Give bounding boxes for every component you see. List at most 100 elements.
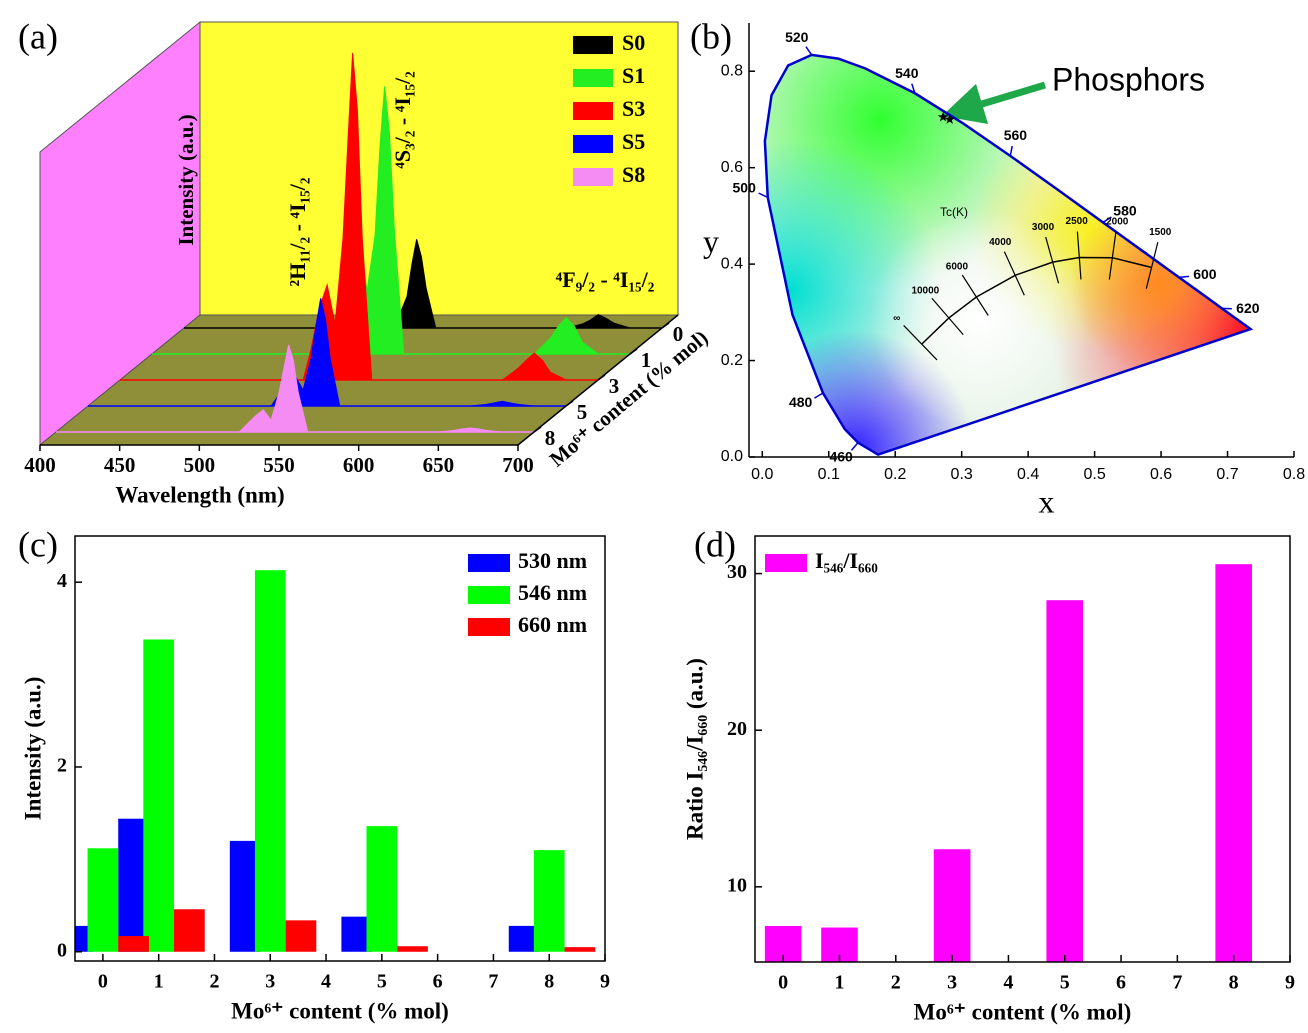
x-axis-label: Mo⁶⁺ content (% mol): [231, 998, 449, 1023]
y-axis-label: y: [703, 223, 719, 259]
annotation: ⁴F₉/₂ - ⁴I₁₅/₂: [556, 267, 655, 292]
locus-label: 540: [895, 65, 919, 81]
isotherm-label: 1500: [1149, 227, 1172, 238]
x-tick-label: 4: [321, 971, 331, 993]
legend-label: 530 nm: [518, 548, 587, 573]
locus-label: 560: [1004, 127, 1028, 143]
x-tick-label: 0.0: [751, 466, 773, 483]
locus-label: 620: [1236, 300, 1260, 316]
bar: [934, 849, 971, 962]
locus-label: 520: [785, 29, 809, 45]
x-tick-label: 600: [343, 453, 375, 477]
bars: [62, 570, 595, 952]
x-tick-label: 0.7: [1216, 466, 1238, 483]
x-axis-label: x: [1039, 483, 1055, 519]
x-tick-label: 9: [1285, 972, 1295, 994]
legend-label: 546 nm: [518, 580, 587, 605]
y-tick-label: 2: [57, 755, 67, 777]
y-tick-label: 0.0: [721, 448, 743, 465]
x-tick-label: 0.1: [818, 466, 840, 483]
locus-tick: [1179, 276, 1189, 277]
annotation: ⁴S₃/₂ - ⁴I₁₅/₂: [390, 71, 415, 169]
bar: [367, 826, 398, 952]
locus-label: 500: [733, 180, 757, 196]
bar: [397, 946, 428, 952]
legend-label: 660 nm: [518, 612, 587, 637]
annotation-arrow: [962, 85, 1045, 110]
x-tick-label: 7: [488, 971, 498, 993]
x-tick-label: 7: [1172, 972, 1182, 994]
legend-swatch: [765, 554, 807, 572]
legend-label: I₅₄₆/I₆₆₀: [815, 548, 878, 573]
y-tick-label: 0: [57, 939, 67, 961]
legend-swatch: [573, 36, 613, 54]
isotherm-label: 6000: [946, 261, 969, 272]
legend-swatch: [468, 618, 510, 636]
bar: [1215, 564, 1252, 962]
x-tick-label: 0.3: [951, 466, 973, 483]
isotherm-label: 3000: [1032, 222, 1055, 233]
plot-frame: [755, 536, 1290, 962]
isotherm-label: 2500: [1066, 216, 1089, 227]
panel-label: (a): [18, 16, 58, 56]
x-tick-label: 5: [1060, 972, 1070, 994]
bar: [1046, 600, 1083, 962]
x-tick-label: 700: [502, 453, 534, 477]
x-tick-label: 0: [778, 972, 788, 994]
locus-label: 480: [789, 394, 813, 410]
bar: [143, 639, 174, 951]
bars: [765, 564, 1252, 962]
panel-label: (c): [18, 524, 58, 564]
x-tick-label: 2: [209, 971, 219, 993]
bar: [534, 850, 565, 952]
x-tick-label: 2: [891, 972, 901, 994]
y-tick-label: 30: [727, 561, 747, 583]
x-tick-label: 5: [377, 971, 387, 993]
x-tick-label: 0.8: [1283, 466, 1305, 483]
x-axis-label: Mo⁶⁺ content (% mol): [914, 999, 1132, 1024]
y-tick-label: 4: [57, 570, 67, 592]
x-tick-label: 0.4: [1017, 466, 1039, 483]
locus-tick: [814, 393, 823, 398]
bar: [255, 570, 286, 952]
bar: [174, 909, 205, 952]
y-tick-label: 20: [727, 718, 747, 740]
annotation: Phosphors: [1052, 61, 1205, 97]
isotherm-label: ∞: [893, 313, 900, 324]
panel-label: (d): [694, 524, 736, 564]
legend-swatch: [468, 554, 510, 572]
locus-label: 600: [1193, 266, 1217, 282]
x-tick-label: 650: [423, 453, 455, 477]
x-tick-label: 3: [947, 972, 957, 994]
bar: [118, 936, 149, 952]
chromaticity-fill: [640, 0, 1308, 570]
x-tick-label: 400: [24, 453, 56, 477]
x-tick-label: 1: [154, 971, 164, 993]
x-tick-label: 0: [98, 971, 108, 993]
legend-label: S0: [622, 30, 645, 55]
y-tick-label: 0.4: [721, 255, 743, 272]
legend-label: S8: [622, 162, 645, 187]
panel-label: (b): [690, 16, 732, 56]
x-tick-label: 0.6: [1150, 466, 1172, 483]
y-tick-label: 0.8: [721, 62, 743, 79]
locus-tick: [806, 47, 812, 55]
x-tick-label: 8: [544, 971, 554, 993]
bar: [88, 848, 119, 951]
y-axis-label: Intensity (a.u.): [174, 114, 198, 245]
legend-swatch: [573, 168, 613, 186]
y-tick-label: 10: [727, 874, 747, 896]
x-tick-label: 6: [433, 971, 443, 993]
x-tick-label: 0.2: [884, 466, 906, 483]
legend-swatch: [468, 586, 510, 604]
x-tick-label: 450: [104, 453, 136, 477]
y-axis-label: Intensity (a.u.): [20, 677, 45, 821]
bar: [565, 947, 596, 952]
y-tick-label: 0.6: [721, 159, 743, 176]
y-tick-label: 0.2: [721, 352, 743, 369]
isotherm-label: 2000: [1106, 217, 1129, 228]
x-tick-label: 8: [1229, 972, 1239, 994]
x-tick-label: 6: [1116, 972, 1126, 994]
x-tick-label: 3: [265, 971, 275, 993]
